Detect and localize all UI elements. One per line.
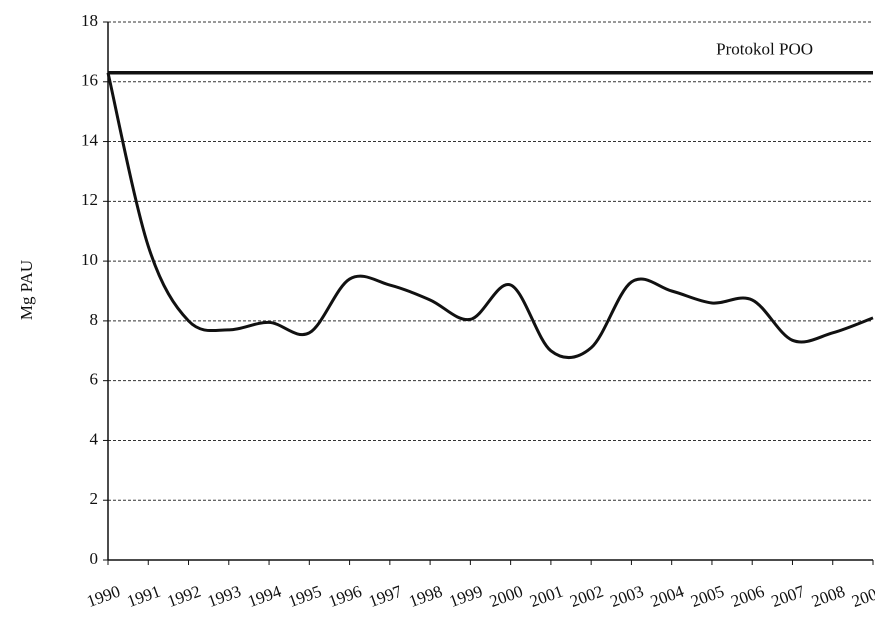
x-tick-label: 2001 xyxy=(527,582,565,611)
reference-label: Protokol POO xyxy=(716,40,813,59)
x-tick-label: 1990 xyxy=(84,582,122,611)
y-tick-label: 18 xyxy=(81,11,98,30)
x-tick-label: 1996 xyxy=(326,582,364,611)
y-tick-label: 0 xyxy=(90,549,99,568)
x-tick-label: 2005 xyxy=(688,582,726,611)
x-tick-label: 1994 xyxy=(245,581,284,611)
x-tick-label: 2000 xyxy=(487,582,525,611)
x-tick-label: 2006 xyxy=(728,582,766,611)
x-tick-label: 2008 xyxy=(809,582,847,611)
x-tick-label: 1993 xyxy=(205,582,243,611)
line-series xyxy=(106,72,874,360)
x-tick-label: 1992 xyxy=(165,582,203,611)
y-tick-label: 6 xyxy=(90,370,99,389)
x-tick-label: 2004 xyxy=(648,581,687,611)
x-tick-label: 2007 xyxy=(769,581,808,611)
y-tick-label: 16 xyxy=(81,71,98,90)
x-tick-label: 1999 xyxy=(447,582,485,611)
x-tick-label: 1991 xyxy=(125,582,163,611)
y-tick-label: 8 xyxy=(90,310,99,329)
x-tick-label: 2003 xyxy=(608,582,646,611)
y-tick-label: 10 xyxy=(81,250,98,269)
y-axis-label: Mg PAU xyxy=(17,260,36,320)
x-tick-label: 1998 xyxy=(406,582,444,611)
x-tick-label: 2002 xyxy=(567,582,605,611)
x-tick-label: 1995 xyxy=(286,582,324,611)
y-tick-label: 14 xyxy=(81,130,99,149)
y-tick-label: 2 xyxy=(90,489,99,508)
y-tick-label: 4 xyxy=(90,429,99,448)
y-tick-label: 12 xyxy=(81,190,98,209)
x-tick-label: 2009 xyxy=(849,582,875,611)
x-tick-label: 1997 xyxy=(366,581,405,611)
